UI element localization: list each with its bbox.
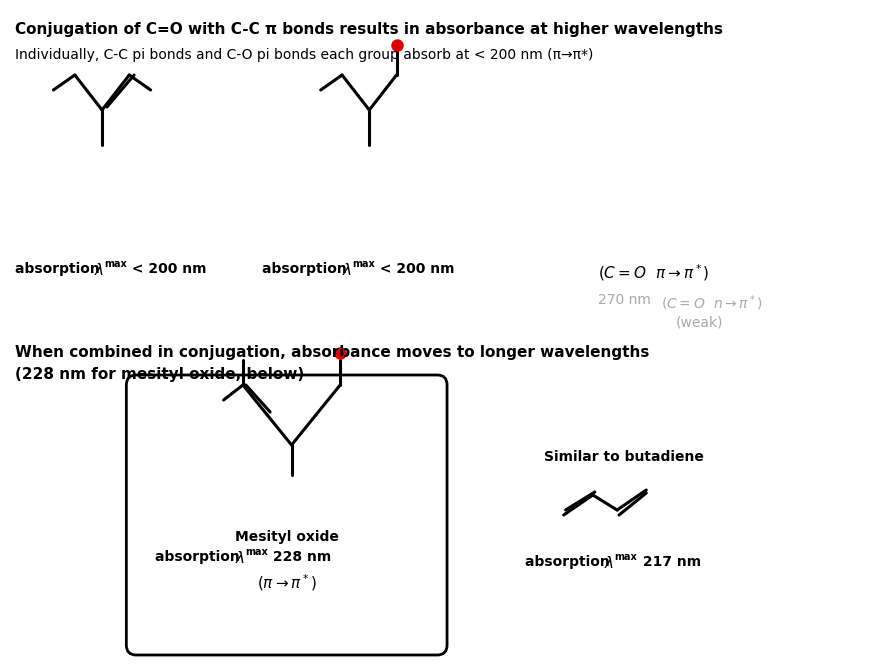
Text: $\lambda$: $\lambda$ — [342, 262, 352, 278]
Text: max: max — [104, 259, 126, 269]
Text: Similar to butadiene: Similar to butadiene — [544, 450, 704, 464]
Text: max: max — [614, 552, 637, 562]
Text: Individually, C-C pi bonds and C-O pi bonds each group absorb at < 200 nm (π→π*): Individually, C-C pi bonds and C-O pi bo… — [14, 48, 593, 62]
Text: O: O — [335, 346, 345, 360]
Text: $(C{=}O\ \ \pi{\rightarrow}\pi^*)$: $(C{=}O\ \ \pi{\rightarrow}\pi^*)$ — [598, 262, 710, 283]
Text: (228 nm for mesityl oxide, below): (228 nm for mesityl oxide, below) — [14, 367, 304, 382]
Text: $\lambda$: $\lambda$ — [94, 262, 105, 278]
Text: Mesityl oxide: Mesityl oxide — [235, 530, 339, 544]
Text: Conjugation of C=O with C-C π bonds results in absorbance at higher wavelengths: Conjugation of C=O with C-C π bonds resu… — [14, 22, 722, 37]
Text: (weak): (weak) — [676, 315, 723, 329]
Text: absorption: absorption — [525, 555, 615, 569]
Text: 270 nm: 270 nm — [598, 293, 650, 307]
Text: $(C{=}O\ \ n{\rightarrow}\pi^*)$: $(C{=}O\ \ n{\rightarrow}\pi^*)$ — [661, 293, 763, 313]
Text: max: max — [245, 547, 268, 557]
Text: absorption: absorption — [156, 550, 246, 564]
Text: 228 nm: 228 nm — [268, 550, 332, 564]
Text: < 200 nm: < 200 nm — [127, 262, 207, 276]
Text: max: max — [352, 259, 375, 269]
Text: When combined in conjugation, absorbance moves to longer wavelengths: When combined in conjugation, absorbance… — [14, 345, 649, 360]
Text: absorption: absorption — [14, 262, 104, 276]
FancyBboxPatch shape — [126, 375, 447, 655]
Text: $\lambda$: $\lambda$ — [235, 550, 246, 566]
Text: 217 nm: 217 nm — [638, 555, 701, 569]
Text: $(\pi{\rightarrow}\pi^*)$: $(\pi{\rightarrow}\pi^*)$ — [256, 572, 317, 593]
Text: O: O — [392, 38, 401, 52]
Text: $\lambda$: $\lambda$ — [605, 555, 615, 571]
Text: absorption: absorption — [263, 262, 352, 276]
Text: < 200 nm: < 200 nm — [375, 262, 454, 276]
